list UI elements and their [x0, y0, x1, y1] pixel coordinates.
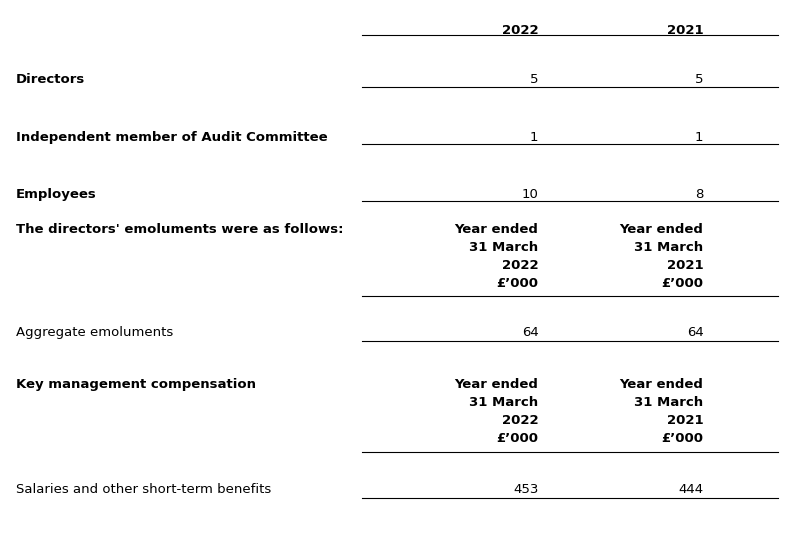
- Text: Aggregate emoluments: Aggregate emoluments: [16, 326, 173, 339]
- Text: 31 March: 31 March: [469, 396, 538, 409]
- Text: 1: 1: [695, 131, 703, 144]
- Text: 31 March: 31 March: [634, 396, 703, 409]
- Text: 2022: 2022: [501, 259, 538, 272]
- Text: 453: 453: [513, 483, 538, 496]
- Text: 2021: 2021: [667, 414, 703, 427]
- Text: 444: 444: [678, 483, 703, 496]
- Text: Key management compensation: Key management compensation: [16, 378, 255, 391]
- Text: 31 March: 31 March: [634, 241, 703, 254]
- Text: Year ended: Year ended: [619, 378, 703, 391]
- Text: Salaries and other short-term benefits: Salaries and other short-term benefits: [16, 483, 271, 496]
- Text: 5: 5: [530, 73, 538, 86]
- Text: Year ended: Year ended: [619, 223, 703, 236]
- Text: 64: 64: [522, 326, 538, 339]
- Text: Year ended: Year ended: [454, 378, 538, 391]
- Text: £’000: £’000: [497, 277, 538, 290]
- Text: Employees: Employees: [16, 188, 97, 201]
- Text: 2022: 2022: [501, 24, 538, 38]
- Text: Independent member of Audit Committee: Independent member of Audit Committee: [16, 131, 327, 144]
- Text: £’000: £’000: [497, 432, 538, 445]
- Text: 8: 8: [695, 188, 703, 201]
- Text: 64: 64: [687, 326, 703, 339]
- Text: 31 March: 31 March: [469, 241, 538, 254]
- Text: The directors' emoluments were as follows:: The directors' emoluments were as follow…: [16, 223, 343, 236]
- Text: 1: 1: [530, 131, 538, 144]
- Text: £’000: £’000: [662, 277, 703, 290]
- Text: Year ended: Year ended: [454, 223, 538, 236]
- Text: 2022: 2022: [501, 414, 538, 427]
- Text: £’000: £’000: [662, 432, 703, 445]
- Text: 10: 10: [522, 188, 538, 201]
- Text: 2021: 2021: [667, 24, 703, 38]
- Text: 2021: 2021: [667, 259, 703, 272]
- Text: 5: 5: [695, 73, 703, 86]
- Text: Directors: Directors: [16, 73, 85, 86]
